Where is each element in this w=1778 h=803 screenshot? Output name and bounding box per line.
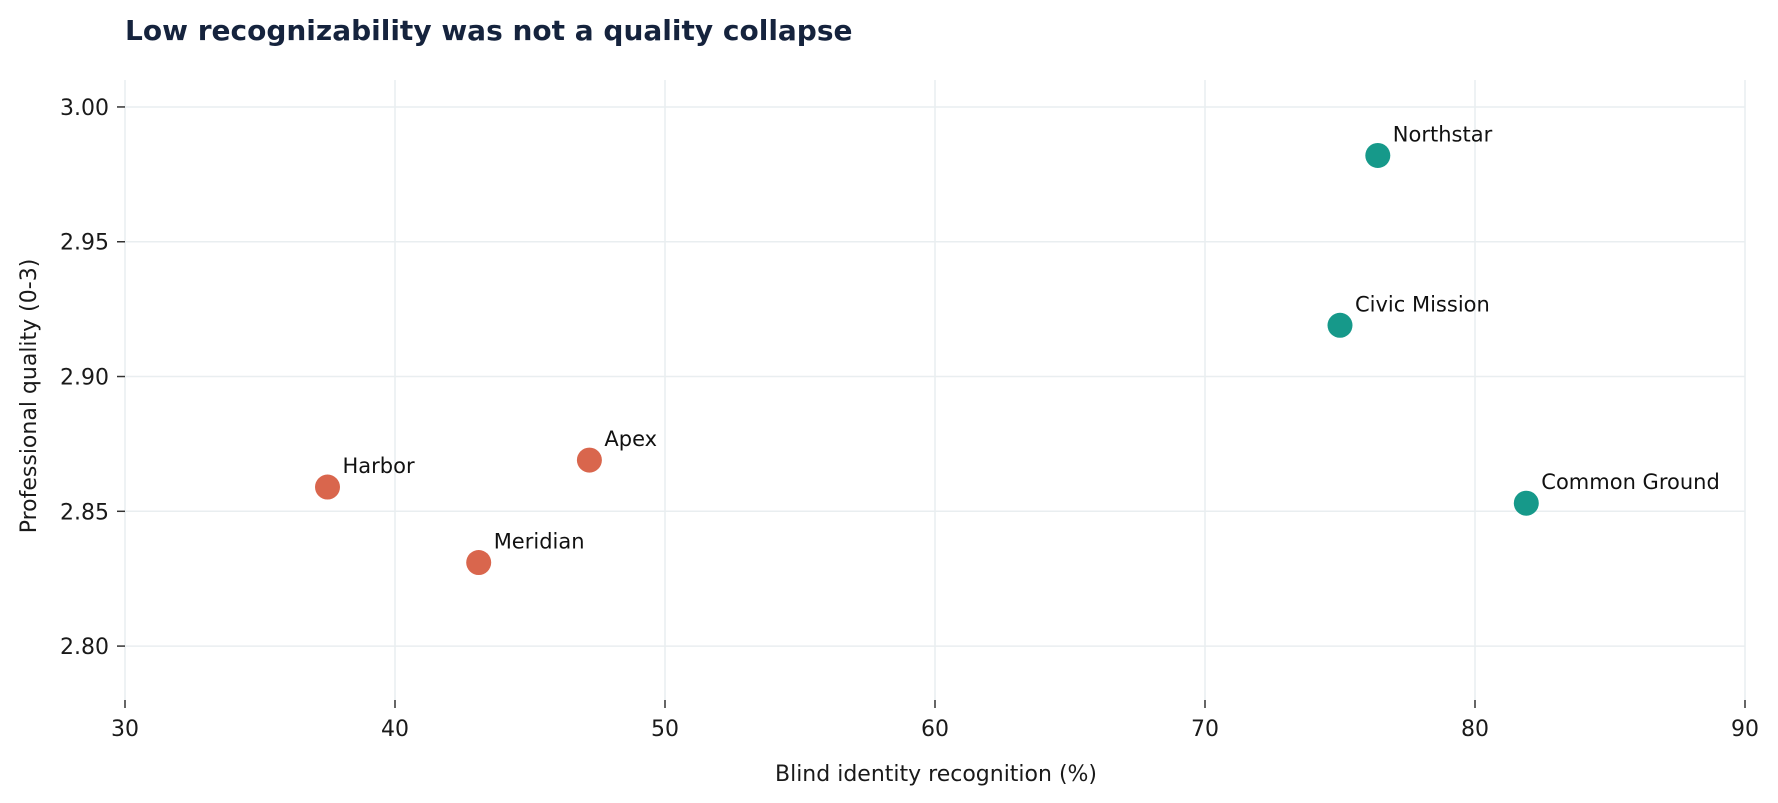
data-point	[1365, 142, 1391, 168]
x-tick-label: 60	[921, 717, 949, 742]
x-tick-label: 40	[381, 717, 409, 742]
axes: 30 40 50 60 70 80 90 2.80 2.85 2.90 2.95 3.00	[60, 96, 1759, 742]
point-label: Harbor	[343, 454, 415, 478]
x-tick-label: 30	[111, 717, 139, 742]
y-axis-label: Professional quality (0-3)	[17, 259, 42, 534]
point-label: Meridian	[494, 530, 585, 554]
point-label: Northstar	[1393, 122, 1493, 146]
y-tick-label: 2.80	[60, 635, 109, 660]
point-label: Civic Mission	[1355, 292, 1490, 316]
data-points: Harbor Meridian Apex Civic Mission Northstar…	[315, 122, 1720, 576]
x-tick-label: 70	[1191, 717, 1219, 742]
y-tick-label: 3.00	[60, 96, 109, 121]
data-point	[1327, 312, 1353, 338]
data-point	[1513, 490, 1539, 516]
point-label: Apex	[604, 427, 657, 451]
x-tick-label: 50	[651, 717, 679, 742]
x-tick-label: 90	[1731, 717, 1759, 742]
data-point	[466, 550, 492, 576]
grid	[124, 80, 1746, 700]
data-point	[315, 474, 340, 500]
point-label: Common Ground	[1541, 470, 1720, 494]
y-tick-label: 2.85	[60, 500, 109, 525]
chart-title: Low recognizability was not a quality co…	[125, 14, 853, 47]
y-tick-label: 2.90	[60, 366, 109, 391]
y-tick-label: 2.95	[60, 231, 109, 256]
x-tick-label: 80	[1461, 717, 1489, 742]
data-point	[576, 447, 602, 473]
x-axis-label: Blind identity recognition (%)	[775, 762, 1097, 787]
